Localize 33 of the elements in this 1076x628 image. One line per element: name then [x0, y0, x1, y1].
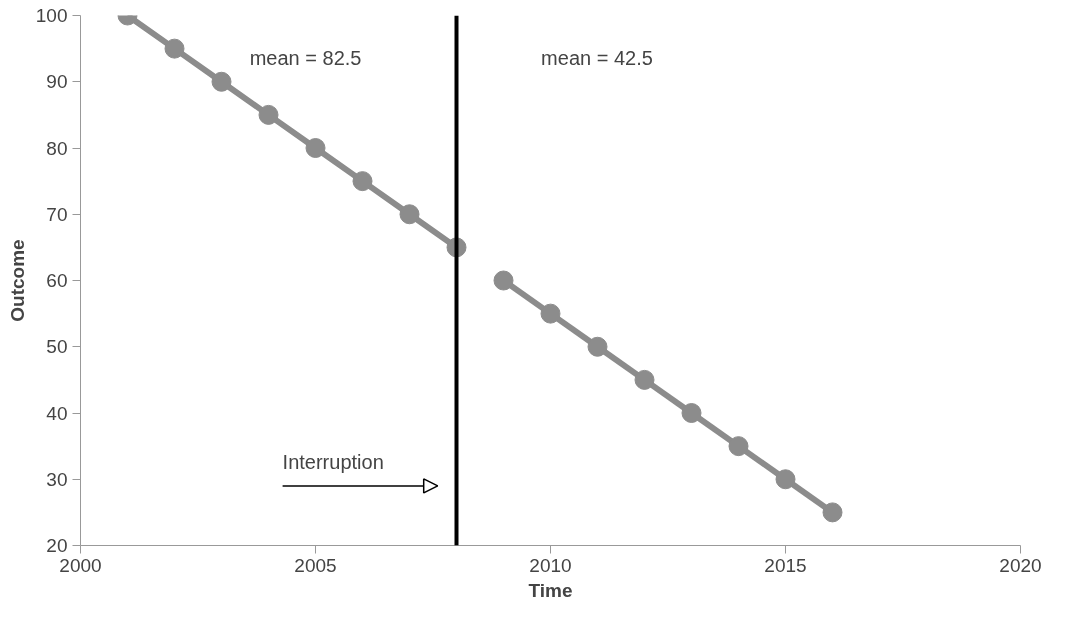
annotation: mean = 82.5 — [249, 46, 362, 69]
y-tick-label: 60 — [46, 270, 68, 291]
y-tick-label: 30 — [46, 468, 68, 490]
point — [587, 336, 608, 357]
point — [352, 171, 373, 192]
point — [399, 204, 420, 225]
y-tick-label: 70 — [46, 203, 68, 225]
y-tick-label: 100 — [35, 5, 68, 26]
x-tick-label: 2010 — [529, 554, 572, 576]
point — [681, 403, 702, 423]
point — [258, 104, 279, 125]
point — [540, 303, 561, 324]
x-axis-title: Time — [528, 579, 573, 601]
point — [822, 502, 843, 523]
point — [634, 369, 655, 390]
y-tick-label: 80 — [46, 137, 68, 159]
point — [775, 469, 796, 490]
y-axis-title: Outcome — [6, 239, 28, 322]
point — [493, 270, 514, 291]
x-tick-label: 2020 — [999, 554, 1042, 576]
point — [305, 138, 326, 158]
point — [211, 71, 232, 92]
y-tick-label: 50 — [46, 336, 68, 358]
annotation: Interruption — [282, 450, 384, 473]
x-tick-label: 2000 — [59, 554, 102, 576]
annotation: mean = 42.5 — [541, 46, 653, 69]
x-tick-label: 2005 — [294, 554, 337, 576]
y-tick-label: 40 — [46, 402, 68, 424]
point — [164, 38, 185, 59]
point — [728, 436, 749, 457]
y-tick-label: 90 — [46, 71, 68, 93]
x-tick-label: 2015 — [764, 554, 807, 576]
y-tick-label: 20 — [46, 535, 68, 556]
